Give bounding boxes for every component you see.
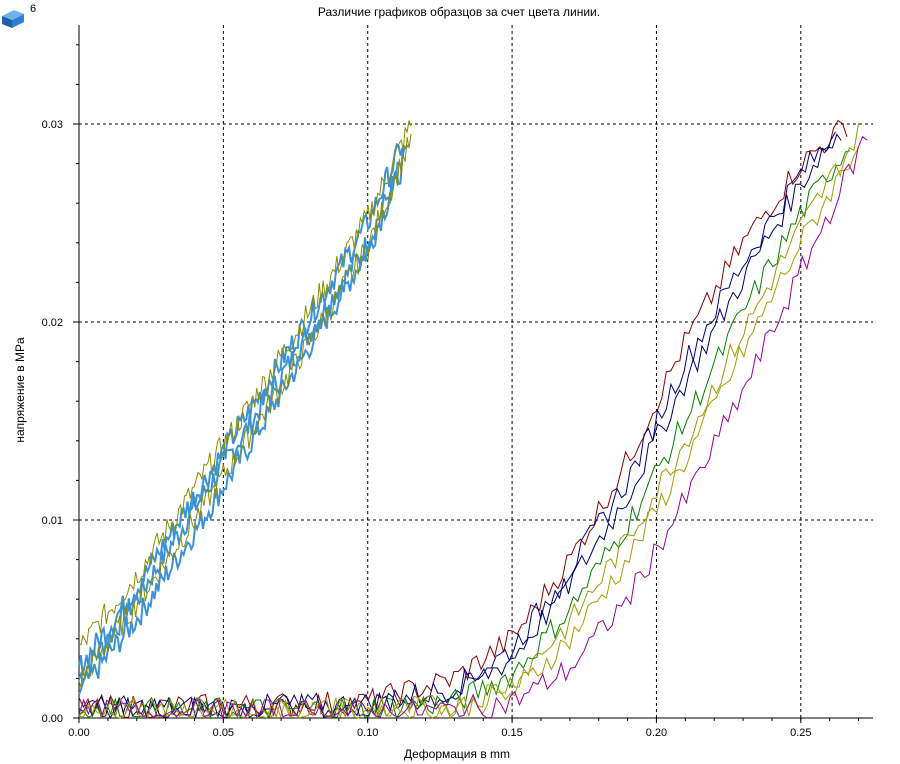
y-tick-label: 0.03 (42, 119, 63, 131)
y-tick-label: 0.00 (42, 713, 63, 725)
cube-icon[interactable] (0, 0, 60, 30)
x-tick-label: 0.25 (790, 727, 811, 739)
x-tick-label: 0.15 (501, 727, 522, 739)
series-line-5 (78, 134, 412, 688)
x-axis-label: Деформация в mm (404, 747, 510, 761)
x-tick-label: 0.20 (646, 727, 667, 739)
series-line-4 (78, 120, 412, 646)
series-line-11 (78, 147, 860, 720)
series-line-2 (78, 144, 409, 695)
series-line-10 (78, 122, 860, 720)
chart-title: Различие графиков образцов за счет цвета… (317, 5, 601, 19)
y-axis-label: напряжение в MPa (13, 337, 27, 443)
series-line-6 (78, 119, 848, 719)
badge-count: 6 (30, 3, 37, 15)
series-line-9 (78, 150, 851, 720)
series-layer (78, 119, 868, 720)
x-tick-label: 0.05 (213, 727, 234, 739)
axes-layer: 0.00 0.05 0.10 0.15 0.20 0.25 0.00 0.01 0.02 0.03 (42, 25, 873, 739)
x-tick-label: 0.00 (68, 727, 89, 739)
series-line-8 (78, 131, 836, 719)
grid-layer (79, 25, 873, 718)
y-tick-label: 0.02 (42, 317, 63, 329)
x-tick-label: 0.10 (357, 727, 378, 739)
series-line-3 (78, 142, 404, 676)
series-line-12 (78, 135, 868, 720)
series-line-7 (78, 133, 842, 720)
y-tick-label: 0.01 (42, 515, 63, 527)
